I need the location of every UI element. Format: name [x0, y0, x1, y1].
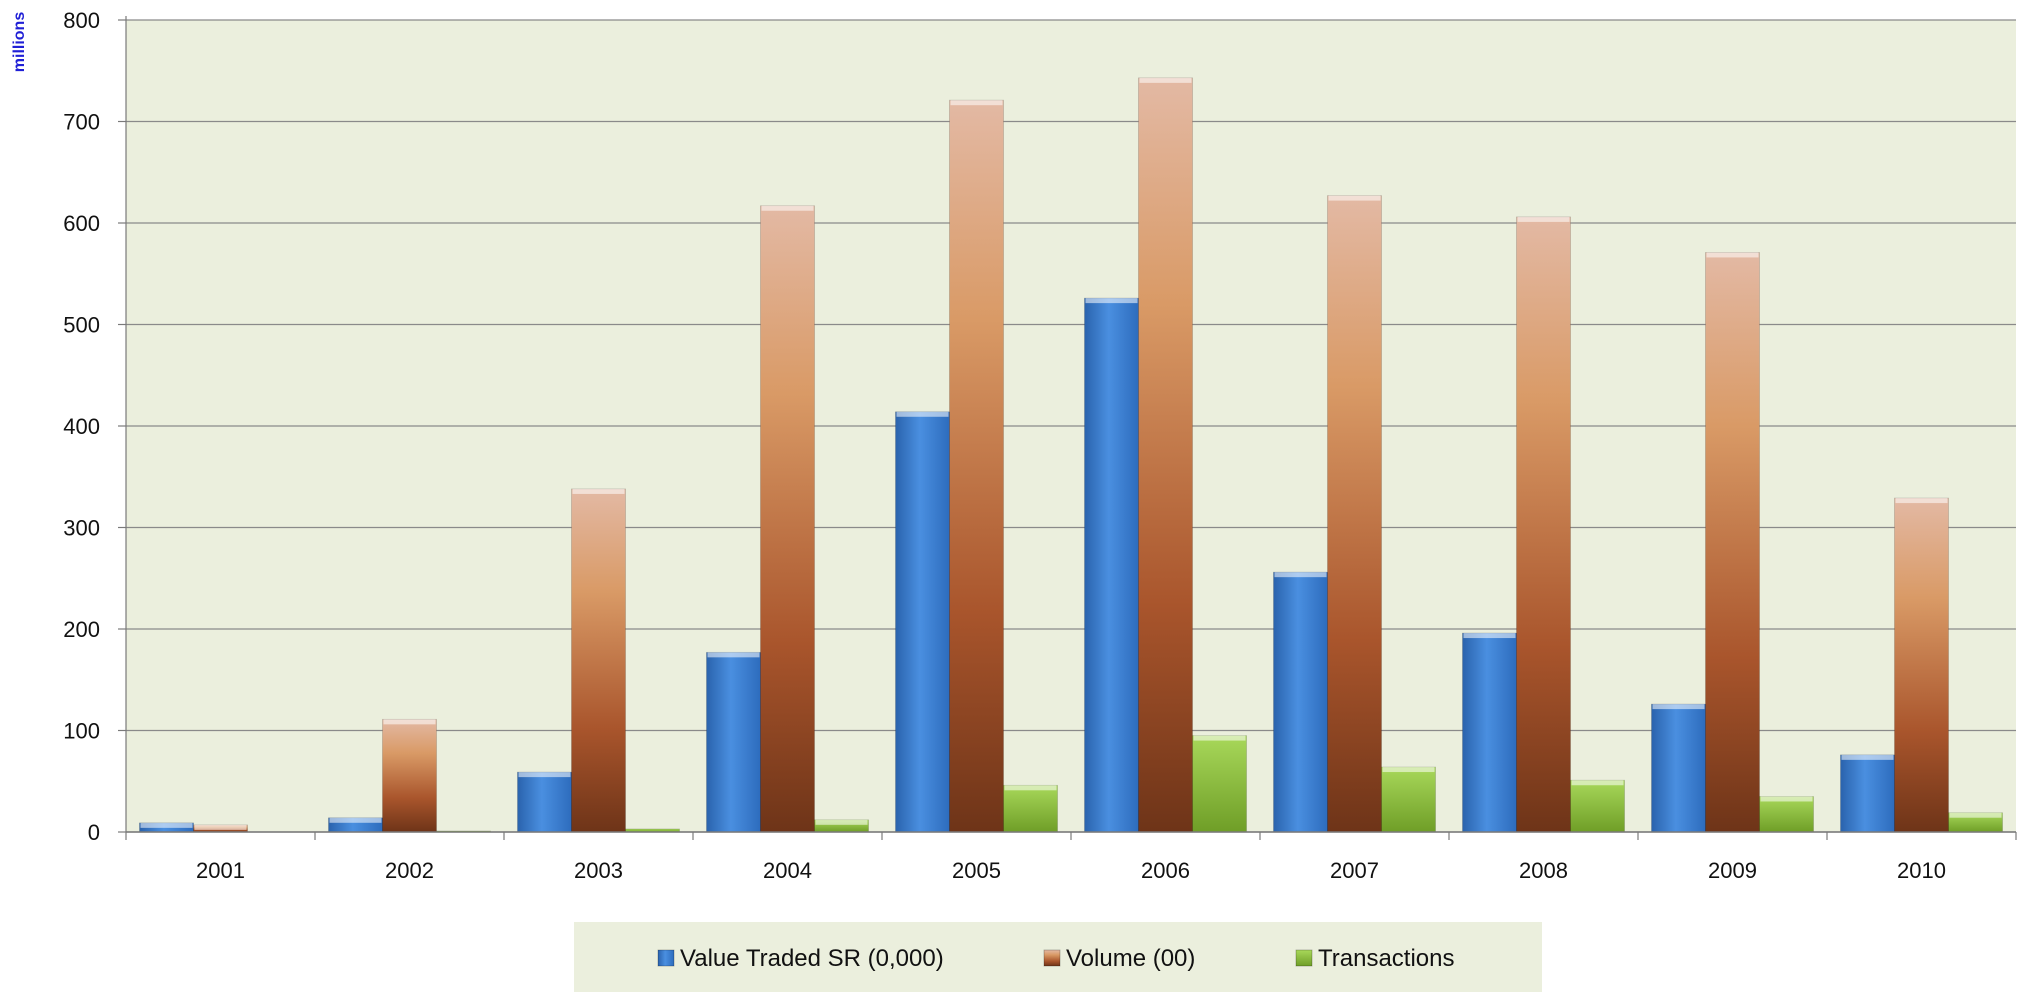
bar-transactions: [1570, 779, 1625, 833]
bar-top-highlight: [815, 819, 868, 825]
legend-swatch: [1043, 949, 1061, 967]
bar-volume: [949, 99, 1004, 833]
bar-volume: [1705, 252, 1760, 833]
bar-top-highlight: [1085, 298, 1138, 304]
bar-value-traded: [895, 411, 950, 833]
bar-volume: [1138, 77, 1193, 833]
legend-label: Volume (00): [1066, 945, 1195, 972]
bar-top-highlight: [1139, 77, 1192, 83]
bar-value-traded: [1462, 632, 1517, 833]
x-tick-label: 2002: [385, 858, 434, 883]
y-axis-title: millions: [11, 12, 28, 73]
bar-top-highlight: [1004, 785, 1057, 791]
bar-volume: [1516, 216, 1571, 833]
bar-top-highlight: [572, 488, 625, 494]
x-tick-label: 2010: [1897, 858, 1946, 883]
bar-top-highlight: [1193, 735, 1246, 741]
x-tick-label: 2008: [1519, 858, 1568, 883]
bar-top-highlight: [329, 817, 382, 823]
bar-volume: [1894, 497, 1949, 833]
x-tick-label: 2006: [1141, 858, 1190, 883]
legend-label: Transactions: [1318, 945, 1455, 972]
bar-top-highlight: [1895, 498, 1948, 504]
legend: Value Traded SR (0,000) Volume (00) Transa…: [574, 922, 1542, 992]
y-tick-label: 500: [63, 313, 100, 338]
bar-top-highlight: [1706, 252, 1759, 258]
y-tick-label: 700: [63, 110, 100, 135]
x-tick-label: 2004: [763, 858, 812, 883]
bar-top-highlight: [1571, 780, 1624, 786]
y-tick-label: 300: [63, 516, 100, 541]
bar-top-highlight: [518, 772, 571, 778]
x-tick-label: 2003: [574, 858, 623, 883]
bar-value-traded: [517, 771, 572, 833]
bar-top-highlight: [1760, 796, 1813, 802]
bar-transactions: [1381, 766, 1436, 833]
bar-value-traded: [1651, 703, 1706, 833]
bar-top-highlight: [1274, 572, 1327, 578]
x-tick-label: 2007: [1330, 858, 1379, 883]
legend-swatch: [657, 949, 675, 967]
y-tick-label: 100: [63, 719, 100, 744]
bar-top-highlight: [761, 205, 814, 211]
bar-volume: [571, 488, 626, 833]
bar-top-highlight: [383, 719, 436, 725]
bar-top-highlight: [1382, 767, 1435, 773]
x-tick-label: 2001: [196, 858, 245, 883]
bar-top-highlight: [1328, 195, 1381, 201]
bar-value-traded: [706, 651, 761, 833]
y-tick-label: 200: [63, 617, 100, 642]
bar-volume: [1327, 195, 1382, 833]
bar-transactions: [1192, 735, 1247, 833]
bar-top-highlight: [950, 100, 1003, 106]
bar-top-highlight: [707, 652, 760, 658]
bar-top-highlight: [140, 822, 193, 828]
x-tick-label: 2005: [952, 858, 1001, 883]
bar-value-traded: [1084, 297, 1139, 833]
y-tick-label: 400: [63, 414, 100, 439]
y-tick-label: 800: [63, 8, 100, 33]
y-tick-label: 0: [88, 820, 100, 845]
bar-value-traded: [1273, 571, 1328, 833]
bar-top-highlight: [896, 411, 949, 417]
bar-value-traded: [1840, 754, 1895, 833]
bar-volume: [382, 718, 437, 833]
bar-top-highlight: [1841, 754, 1894, 760]
y-tick-label: 600: [63, 211, 100, 236]
bar-transactions: [1759, 796, 1814, 833]
bar-top-highlight: [1652, 704, 1705, 710]
bar-volume: [760, 205, 815, 833]
bar-top-highlight: [1463, 633, 1516, 639]
legend-label: Value Traded SR (0,000): [680, 945, 944, 972]
legend-swatch: [1295, 949, 1313, 967]
bar-top-highlight: [1517, 216, 1570, 222]
x-tick-label: 2009: [1708, 858, 1757, 883]
bar-top-highlight: [1949, 812, 2002, 818]
bar-transactions: [1003, 784, 1058, 833]
bar-top-highlight: [194, 824, 247, 830]
